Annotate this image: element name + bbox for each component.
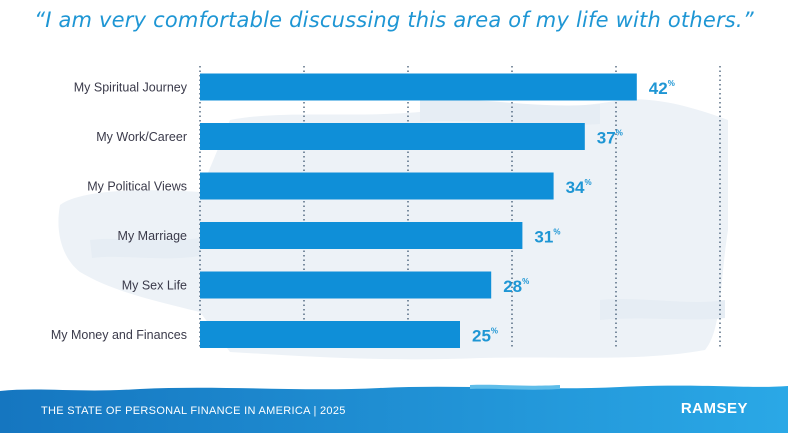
category-label: My Work/Career [96, 130, 187, 144]
category-label: My Marriage [118, 229, 188, 243]
data-label: 28% [503, 277, 529, 296]
bar [200, 222, 523, 249]
ramsey-logo: RAMSEY [680, 400, 748, 417]
footer-brush-background [0, 384, 788, 433]
data-label: 25% [472, 327, 498, 346]
bar [200, 73, 637, 101]
bar-chart: My Spiritual Journey 42% My Work/Career 37%… [51, 66, 721, 348]
bar [200, 172, 554, 200]
data-label: 42% [649, 79, 675, 98]
category-label: My Sex Life [122, 279, 187, 293]
chart-title: “I am very comfortable discussing this a… [34, 8, 754, 32]
category-label: My Money and Finances [51, 328, 187, 342]
bar [200, 321, 460, 348]
data-label: 34% [566, 178, 592, 197]
footer-banner: THE STATE OF PERSONAL FINANCE IN AMERICA… [0, 383, 788, 433]
footer-caption: THE STATE OF PERSONAL FINANCE IN AMERICA… [41, 405, 346, 417]
data-label: 37% [597, 129, 623, 148]
bar [200, 271, 492, 299]
bar [200, 123, 585, 150]
category-label: My Political Views [87, 180, 187, 194]
data-label: 31% [534, 228, 560, 247]
category-label: My Spiritual Journey [74, 81, 188, 95]
